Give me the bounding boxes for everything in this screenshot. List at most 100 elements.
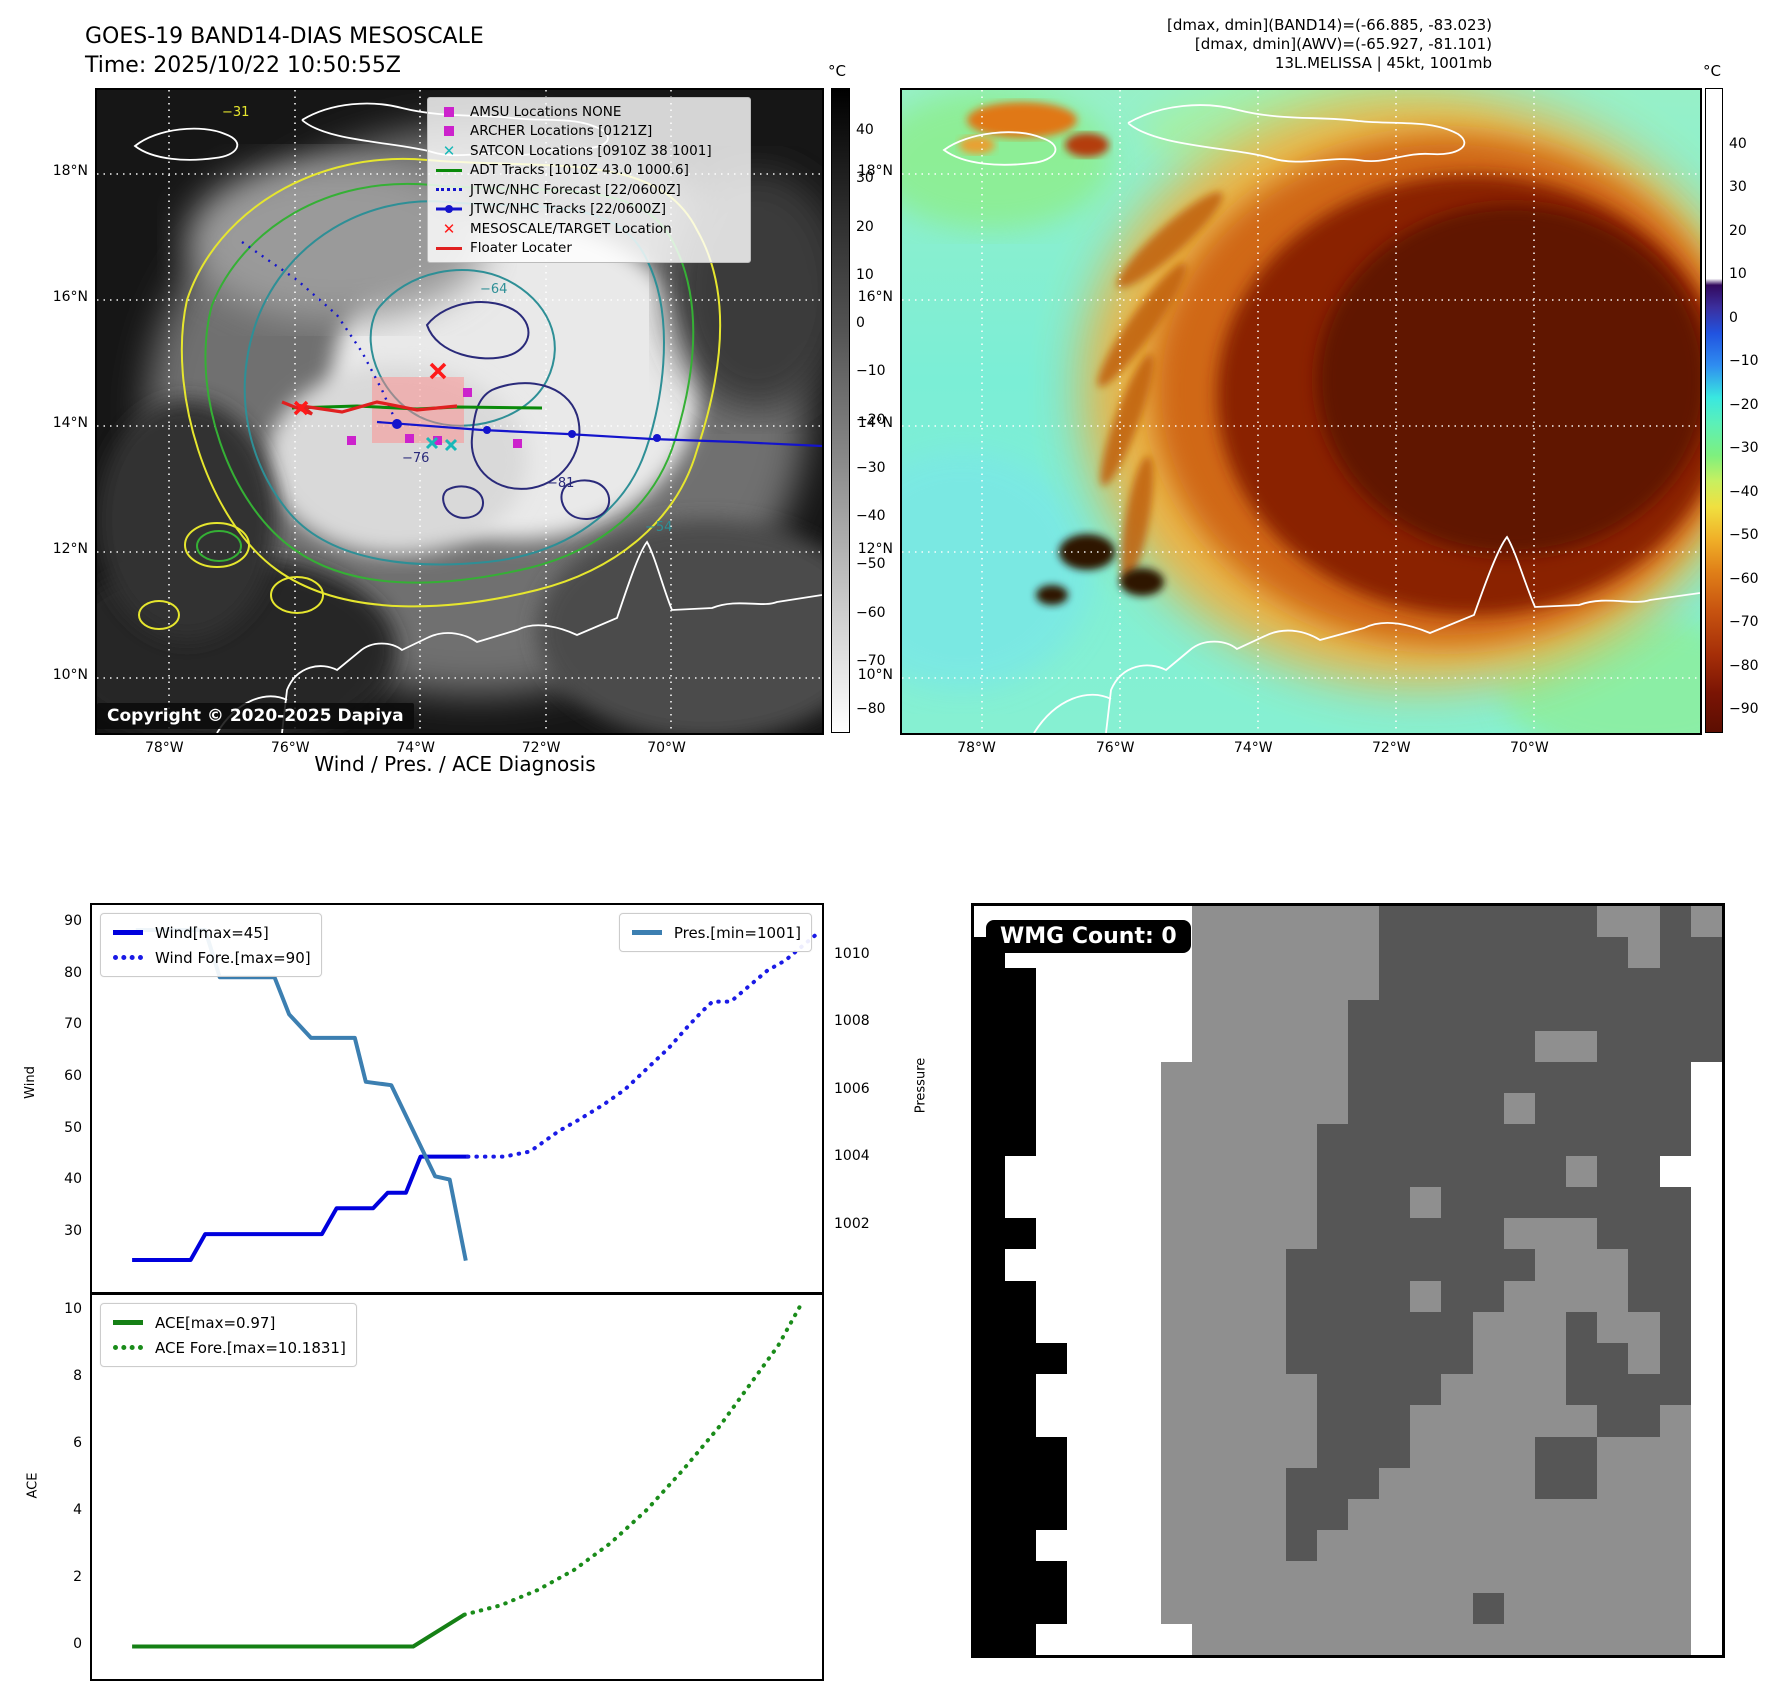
wmg-cell xyxy=(1628,1218,1660,1250)
wmg-cell xyxy=(1441,1311,1473,1343)
wmg-cell xyxy=(1566,1186,1598,1219)
wmg-cell xyxy=(1192,1530,1224,1562)
wmg-cell xyxy=(1160,1062,1193,1094)
wmg-cell xyxy=(1503,1030,1535,1063)
wmg-cell xyxy=(1566,1124,1598,1156)
wmg-cell xyxy=(1254,1623,1286,1655)
contour-label: −81 xyxy=(547,476,574,491)
wmg-cell xyxy=(1098,1530,1130,1562)
wmg-cell xyxy=(1223,1186,1255,1219)
wmg-cell xyxy=(1129,1592,1161,1624)
wmg-cell xyxy=(1690,1030,1722,1063)
wmg-cell xyxy=(1316,999,1348,1031)
awv-map xyxy=(900,88,1702,735)
wmg-cell xyxy=(1316,1405,1348,1437)
wmg-cell xyxy=(1534,1592,1567,1624)
wmg-cell xyxy=(1254,1218,1286,1250)
wmg-cell xyxy=(1160,1186,1193,1219)
wmg-cell xyxy=(1379,1342,1411,1375)
lat-tick: 10°N xyxy=(857,667,893,683)
wmg-cell xyxy=(1005,1467,1037,1499)
colorbar-tick: 0 xyxy=(1729,309,1738,326)
colorbar-tick: −10 xyxy=(856,363,886,380)
wmg-cell xyxy=(1160,1030,1193,1063)
copyright-watermark: Copyright © 2020-2025 Dapiya xyxy=(97,703,414,729)
wmg-cell xyxy=(1129,1124,1161,1156)
legend-item: ✕ SATCON Locations [0910Z 38 1001] xyxy=(436,141,742,161)
wmg-cell xyxy=(1347,1561,1380,1593)
wmg-cell xyxy=(1192,1561,1224,1593)
wmg-cell xyxy=(1534,1530,1567,1562)
wmg-cell xyxy=(1690,1467,1722,1499)
wmg-cell xyxy=(1566,1249,1598,1281)
wmg-cell xyxy=(1410,1374,1442,1406)
wmg-cell xyxy=(1347,1342,1380,1375)
wmg-cell xyxy=(1067,1311,1099,1343)
line-blue-icon xyxy=(111,930,145,935)
wmg-cell xyxy=(1690,1280,1722,1312)
wmg-cell xyxy=(974,1498,1006,1531)
wmg-cell xyxy=(1192,906,1224,938)
wmg-cell xyxy=(1005,999,1037,1031)
wind-tick: 30 xyxy=(64,1223,82,1240)
wmg-cell xyxy=(1316,1530,1348,1562)
wmg-cell xyxy=(1067,1249,1099,1281)
lon-tick: 78°W xyxy=(144,740,184,756)
left-header: GOES-19 BAND14-DIAS MESOSCALE Time: 2025… xyxy=(85,22,484,80)
wmg-cell xyxy=(1597,1530,1629,1562)
wmg-cell xyxy=(1690,1561,1722,1593)
legend-item: Wind Fore.[max=90] xyxy=(111,945,311,970)
wmg-cell xyxy=(1659,1124,1691,1156)
colorbar-tick: −20 xyxy=(1729,396,1759,413)
wmg-cell xyxy=(1410,1405,1442,1437)
wmg-cell xyxy=(1659,1030,1691,1063)
dotted-blue-icon xyxy=(436,188,462,192)
wmg-cell xyxy=(1347,1186,1380,1219)
wind-tick: 90 xyxy=(64,913,82,930)
wmg-cell xyxy=(1628,1030,1660,1063)
lat-tick: 12°N xyxy=(857,541,893,557)
square-magenta-icon xyxy=(436,126,462,137)
wmg-cell xyxy=(1441,1249,1473,1281)
wmg-cell xyxy=(1472,1561,1504,1593)
wmg-cell xyxy=(1659,1186,1691,1219)
lon-tick: 76°W xyxy=(1095,740,1135,756)
wmg-cell xyxy=(1472,1498,1504,1531)
wmg-cell xyxy=(1098,1249,1130,1281)
wmg-cell xyxy=(1067,1436,1099,1468)
lat-tick: 10°N xyxy=(52,667,88,683)
pressure-tick: 1002 xyxy=(834,1215,870,1232)
wmg-cell xyxy=(1223,1592,1255,1624)
wmg-cell xyxy=(1254,968,1286,1000)
wmg-cell xyxy=(1005,1561,1037,1593)
wmg-cell xyxy=(1566,1592,1598,1624)
wmg-cell xyxy=(1503,906,1535,938)
coastlines xyxy=(942,104,1700,733)
wmg-cell xyxy=(1036,1374,1068,1406)
wmg-cell xyxy=(1192,999,1224,1031)
wmg-cell xyxy=(1503,1155,1535,1187)
timestamp: Time: 2025/10/22 10:50:55Z xyxy=(85,53,401,78)
legend-item: Floater Locater xyxy=(436,239,742,259)
wmg-cell xyxy=(1534,968,1567,1000)
wmg-cell xyxy=(1036,1311,1068,1343)
wmg-cell xyxy=(1690,1623,1722,1655)
contour-label: −54 xyxy=(645,520,672,535)
floater-track xyxy=(281,400,458,416)
wmg-cell xyxy=(1254,1467,1286,1499)
legend-item: ✕ MESOSCALE/TARGET Location xyxy=(436,219,742,239)
lon-tick: 78°W xyxy=(957,740,996,756)
wmg-cell xyxy=(1659,937,1691,969)
wmg-cell xyxy=(1192,1342,1224,1375)
wmg-cell xyxy=(1628,1311,1660,1343)
wmg-cell xyxy=(1036,1280,1068,1312)
wmg-cell xyxy=(1597,1342,1629,1375)
wmg-cell xyxy=(1597,1280,1629,1312)
wmg-cell xyxy=(1160,1498,1193,1531)
line-red-icon xyxy=(436,246,462,250)
colorbar-tick: −70 xyxy=(856,652,886,669)
wmg-cell xyxy=(1254,1592,1286,1624)
wmg-cell xyxy=(1503,1623,1535,1655)
wmg-cell xyxy=(1690,1155,1722,1187)
